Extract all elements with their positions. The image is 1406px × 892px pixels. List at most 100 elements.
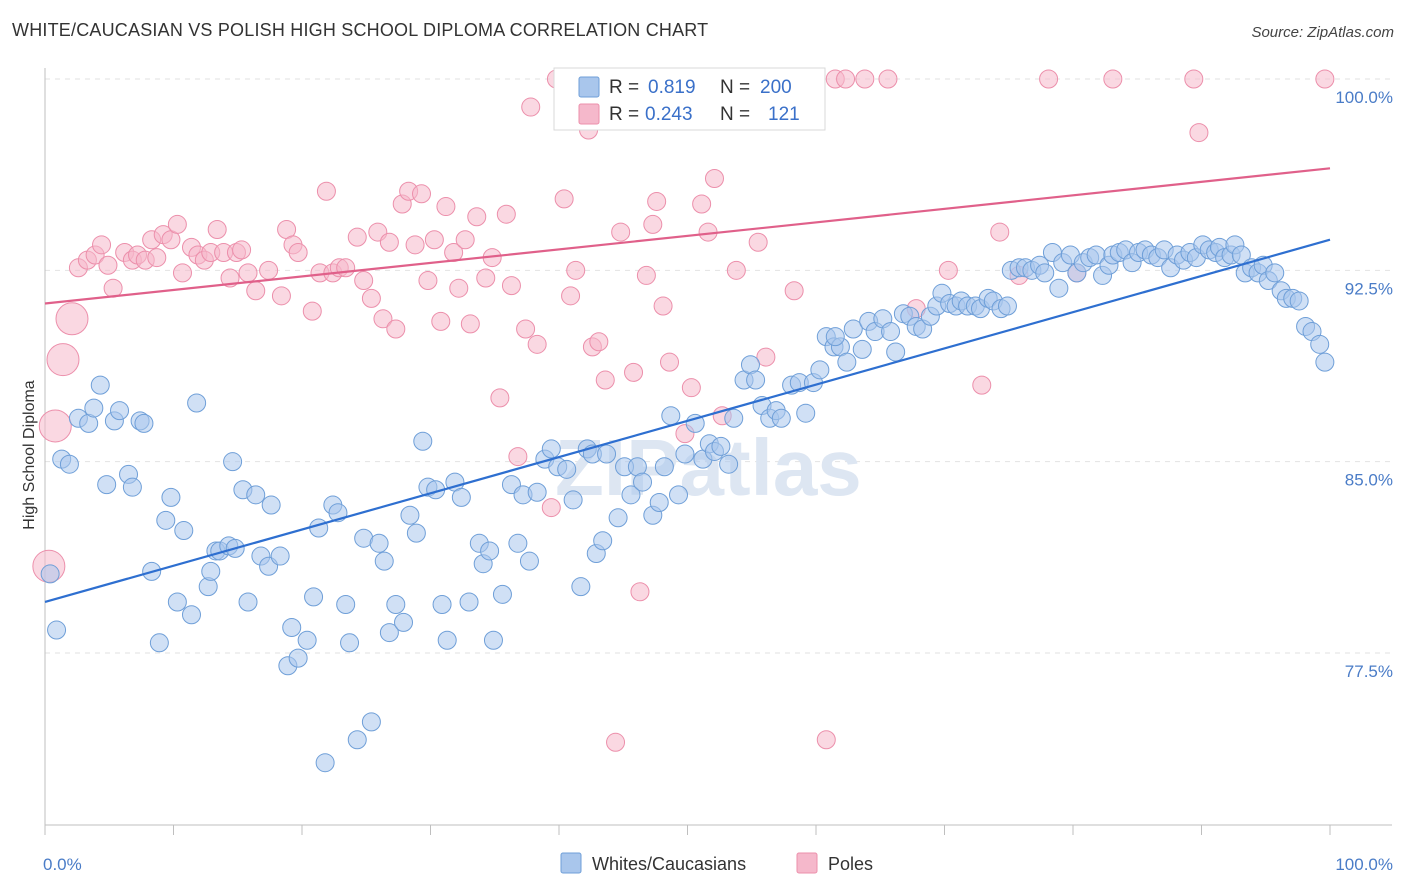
legend-r-value-blue: 0.819 (648, 77, 696, 98)
whites-point (771, 408, 791, 428)
poles-point (288, 242, 308, 262)
whites-point (571, 577, 591, 597)
poles-point (1189, 123, 1209, 143)
poles-point (336, 258, 356, 278)
whites-point (563, 490, 583, 510)
whites-point (161, 487, 181, 507)
legend-n-label-blue: N = (720, 77, 750, 98)
whites-point (837, 352, 857, 372)
whites-point (527, 482, 547, 502)
whites-point (374, 551, 394, 571)
poles-point (972, 375, 992, 395)
poles-point (431, 311, 451, 331)
poles-point (527, 334, 547, 354)
whites-point (519, 551, 539, 571)
whites-point (97, 475, 117, 495)
whites-point (633, 472, 653, 492)
whites-point (675, 444, 695, 464)
whites-point (621, 485, 641, 505)
poles-point (238, 263, 258, 283)
poles-point (990, 222, 1010, 242)
whites-point (336, 595, 356, 615)
poles-point (38, 409, 72, 443)
poles-point (636, 265, 656, 285)
whites-point (557, 459, 577, 479)
legend-n-value-pink: 121 (768, 104, 800, 125)
poles-point (624, 362, 644, 382)
whites-point (187, 393, 207, 413)
whites-point (593, 531, 613, 551)
whites-point (480, 541, 500, 561)
whites-point (309, 518, 329, 538)
bottom-legend-swatch-pink (796, 852, 818, 874)
whites-point (451, 487, 471, 507)
poles-point (302, 301, 322, 321)
poles-point (405, 235, 425, 255)
poles-point (496, 204, 516, 224)
poles-point (554, 189, 574, 209)
poles-point (878, 69, 898, 89)
poles-point (541, 498, 561, 518)
poles-point (246, 281, 266, 301)
whites-point (84, 398, 104, 418)
poles-point (147, 248, 167, 268)
whites-point (122, 477, 142, 497)
whites-point (432, 595, 452, 615)
poles-trend-line (44, 167, 1331, 305)
poles-point (606, 732, 626, 752)
whites-point (181, 605, 201, 625)
whites-point (669, 485, 689, 505)
whites-point (288, 648, 308, 668)
poles-point (1039, 69, 1059, 89)
whites-point (394, 612, 414, 632)
poles-point (784, 281, 804, 301)
whites-point (40, 564, 60, 584)
poles-point (55, 302, 89, 336)
poles-point (647, 191, 667, 211)
legend-r-value-pink: 0.243 (645, 104, 693, 125)
whites-point (201, 561, 221, 581)
whites-point (238, 592, 258, 612)
whites-point (724, 408, 744, 428)
poles-point (354, 271, 374, 291)
whites-point (1289, 291, 1309, 311)
bottom-legend-label-whites: Whites/Caucasians (592, 854, 746, 874)
whites-point (400, 505, 420, 525)
poles-point (681, 378, 701, 398)
poles-point (460, 314, 480, 334)
poles-point (1103, 69, 1123, 89)
poles-point (516, 319, 536, 339)
legend-r-label-blue: R = (609, 77, 639, 98)
poles-point (418, 271, 438, 291)
whites-point (746, 370, 766, 390)
poles-point (271, 286, 291, 306)
whites-point (282, 617, 302, 637)
whites-point (459, 592, 479, 612)
poles-point (92, 235, 112, 255)
correlation-legend: R = 0.819 N = 200 R = 0.243 N = 121 (553, 67, 826, 131)
y-axis-label: High School Diploma (21, 380, 38, 530)
whites-point (852, 339, 872, 359)
legend-n-label-pink: N = (720, 104, 750, 125)
whites-point (608, 508, 628, 528)
poles-point (521, 97, 541, 117)
x-tick-label-1: 100.0% (1335, 855, 1393, 874)
whites-point (361, 712, 381, 732)
poles-point (692, 194, 712, 214)
whites-point (167, 592, 187, 612)
whites-point (156, 510, 176, 530)
y-tick-label-0: 77.5% (1345, 662, 1393, 681)
poles-point (501, 276, 521, 296)
poles-point (836, 69, 856, 89)
whites-point (997, 296, 1017, 316)
whites-point (654, 457, 674, 477)
poles-point (103, 278, 123, 298)
poles-point (476, 268, 496, 288)
whites-point (149, 633, 169, 653)
whites-point (223, 452, 243, 472)
x-tick-label-0: 0.0% (43, 855, 82, 874)
trend-lines (44, 167, 1331, 604)
poles-point (232, 240, 252, 260)
whites-point (1315, 352, 1335, 372)
